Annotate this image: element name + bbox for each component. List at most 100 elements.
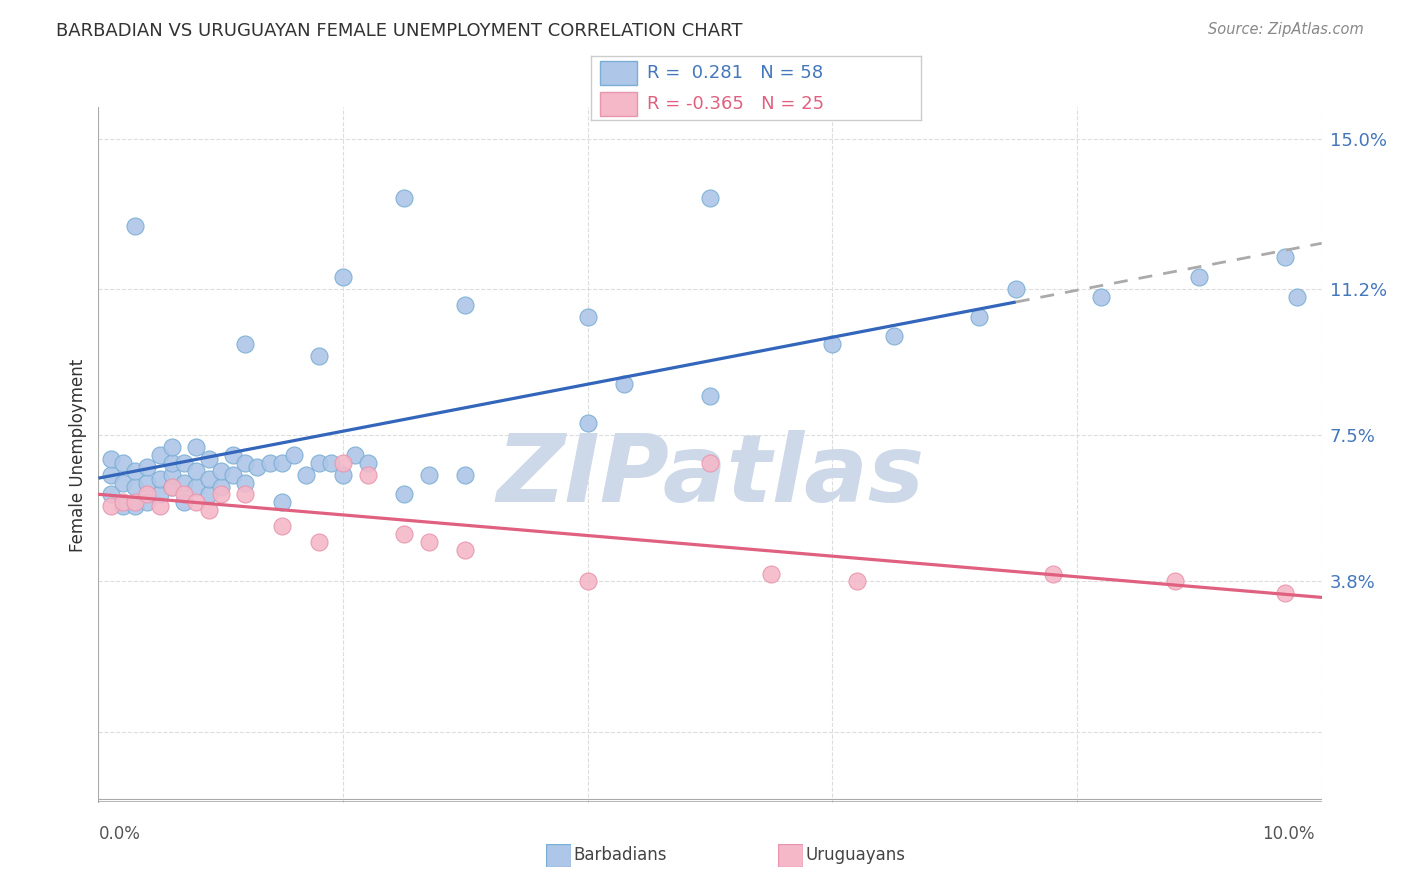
Point bbox=[308, 349, 330, 363]
Text: R =  0.281   N = 58: R = 0.281 N = 58 bbox=[647, 64, 823, 82]
Point bbox=[1164, 574, 1187, 589]
Point bbox=[100, 467, 122, 482]
Text: ZIPatlas: ZIPatlas bbox=[496, 430, 924, 522]
Point bbox=[392, 527, 416, 541]
Point bbox=[136, 475, 159, 490]
Point bbox=[454, 298, 477, 312]
Point bbox=[124, 219, 146, 233]
Point bbox=[173, 456, 195, 470]
Point bbox=[124, 495, 146, 509]
Point bbox=[209, 487, 232, 501]
Point bbox=[246, 459, 269, 474]
Point bbox=[308, 456, 330, 470]
Point bbox=[699, 191, 721, 205]
Point bbox=[149, 448, 172, 462]
Point bbox=[111, 495, 134, 509]
Point bbox=[197, 472, 219, 486]
Point bbox=[160, 479, 183, 493]
Point bbox=[332, 456, 354, 470]
Point bbox=[821, 337, 844, 351]
Point bbox=[124, 500, 146, 514]
Point bbox=[392, 191, 416, 205]
Point bbox=[111, 500, 134, 514]
Point bbox=[209, 479, 232, 493]
Point bbox=[100, 451, 122, 466]
Point bbox=[111, 456, 134, 470]
Point bbox=[233, 337, 256, 351]
Point bbox=[332, 270, 354, 285]
Point bbox=[233, 487, 256, 501]
Point bbox=[197, 487, 219, 501]
Point bbox=[160, 440, 183, 454]
Point bbox=[100, 500, 122, 514]
Point bbox=[259, 456, 281, 470]
Point bbox=[845, 574, 868, 589]
Point bbox=[699, 456, 721, 470]
Point bbox=[270, 456, 292, 470]
Point bbox=[418, 534, 440, 549]
Point bbox=[186, 479, 208, 493]
Bar bbox=[600, 92, 637, 116]
Point bbox=[149, 487, 172, 501]
Point bbox=[332, 467, 354, 482]
Point bbox=[270, 519, 292, 533]
Point bbox=[186, 495, 208, 509]
Point bbox=[124, 464, 146, 478]
Point bbox=[124, 479, 146, 493]
Point bbox=[356, 456, 378, 470]
Point bbox=[576, 574, 599, 589]
Point bbox=[173, 475, 195, 490]
Point bbox=[283, 448, 305, 462]
Point bbox=[160, 467, 183, 482]
Y-axis label: Female Unemployment: Female Unemployment bbox=[69, 359, 87, 551]
Point bbox=[149, 500, 172, 514]
Text: R = -0.365   N = 25: R = -0.365 N = 25 bbox=[647, 95, 824, 112]
Point bbox=[160, 479, 183, 493]
Point bbox=[173, 487, 195, 501]
Point bbox=[883, 329, 905, 343]
Point bbox=[149, 472, 172, 486]
Point bbox=[356, 467, 378, 482]
Point bbox=[136, 487, 159, 501]
Point bbox=[1286, 290, 1309, 304]
Point bbox=[197, 503, 219, 517]
Point bbox=[576, 417, 599, 431]
Text: Uruguayans: Uruguayans bbox=[806, 847, 905, 864]
Point bbox=[1274, 250, 1296, 264]
Text: Source: ZipAtlas.com: Source: ZipAtlas.com bbox=[1208, 22, 1364, 37]
Point bbox=[1042, 566, 1064, 581]
Point bbox=[270, 495, 292, 509]
Point bbox=[699, 389, 721, 403]
Point bbox=[173, 495, 195, 509]
Point bbox=[344, 448, 367, 462]
Point bbox=[454, 467, 477, 482]
Point bbox=[295, 467, 318, 482]
Point bbox=[209, 464, 232, 478]
Point bbox=[222, 467, 245, 482]
Point bbox=[418, 467, 440, 482]
Point bbox=[100, 487, 122, 501]
Text: Barbadians: Barbadians bbox=[574, 847, 668, 864]
Point bbox=[576, 310, 599, 324]
Point bbox=[319, 456, 342, 470]
Point bbox=[136, 459, 159, 474]
Text: 0.0%: 0.0% bbox=[98, 825, 141, 843]
Point bbox=[233, 475, 256, 490]
Point bbox=[613, 376, 636, 391]
Point bbox=[1004, 282, 1026, 296]
Point bbox=[392, 487, 416, 501]
Point bbox=[197, 451, 219, 466]
Point bbox=[186, 464, 208, 478]
Bar bbox=[600, 61, 637, 85]
Point bbox=[160, 456, 183, 470]
Point bbox=[186, 440, 208, 454]
Point bbox=[1188, 270, 1211, 285]
Point bbox=[136, 495, 159, 509]
Text: 10.0%: 10.0% bbox=[1263, 825, 1315, 843]
Point bbox=[759, 566, 782, 581]
Point bbox=[1274, 586, 1296, 600]
Text: BARBADIAN VS URUGUAYAN FEMALE UNEMPLOYMENT CORRELATION CHART: BARBADIAN VS URUGUAYAN FEMALE UNEMPLOYME… bbox=[56, 22, 742, 40]
Point bbox=[308, 534, 330, 549]
Point bbox=[967, 310, 990, 324]
Point bbox=[233, 456, 256, 470]
